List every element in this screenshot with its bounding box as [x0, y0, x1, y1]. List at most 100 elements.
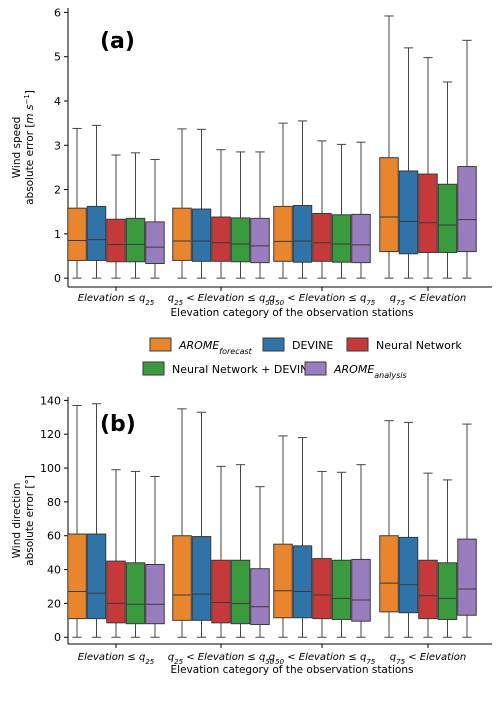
box-3-2	[211, 149, 231, 279]
box-iqr	[211, 216, 231, 262]
legend: AROMEforecast DEVINE Neural Network Neural …	[142, 337, 462, 380]
box-iqr	[191, 208, 212, 262]
box-2-3	[292, 120, 313, 279]
y-tick-label: 120	[40, 428, 61, 441]
box-5-1	[145, 158, 165, 279]
y-tick-label: 3	[54, 139, 61, 152]
box-iqr	[86, 205, 107, 261]
box-iqr	[67, 533, 87, 620]
legend-swatch	[149, 337, 172, 352]
box-iqr	[145, 221, 165, 265]
box-iqr	[418, 173, 438, 253]
y-axis-label: Wind speedabsolute error [m s−1]	[11, 90, 36, 205]
y-tick-label: 100	[40, 462, 61, 475]
box-3-4	[418, 57, 438, 279]
box-iqr	[211, 559, 231, 624]
x-tick-label: q25 < Elevation ≤ q50	[168, 293, 275, 307]
box-2-1	[86, 403, 107, 638]
box-iqr	[312, 212, 332, 262]
box-iqr	[351, 558, 371, 622]
legend-item-1: AROMEforecast	[149, 337, 253, 356]
y-tick-label: 140	[40, 394, 61, 407]
box-iqr	[437, 183, 458, 253]
x-tick-label: Elevation ≤ q25	[78, 652, 155, 666]
x-tick-label: q50 < Elevation ≤ q75	[269, 652, 376, 666]
x-tick-label: Elevation ≤ q25	[78, 293, 155, 307]
legend-swatch	[304, 361, 327, 376]
box-iqr	[379, 535, 399, 613]
y-tick-label: 2	[54, 184, 61, 197]
legend-label: Neural Network	[376, 339, 462, 352]
box-4-2	[230, 151, 251, 279]
box-iqr	[67, 207, 87, 261]
box-2-4	[398, 47, 419, 279]
box-iqr	[250, 217, 270, 264]
legend-swatch	[142, 361, 165, 376]
y-tick-label: 20	[47, 597, 61, 610]
box-3-2	[211, 465, 231, 638]
box-3-3	[312, 470, 332, 638]
box-iqr	[273, 205, 293, 262]
box-iqr	[250, 568, 270, 626]
box-iqr	[125, 562, 146, 625]
box-iqr	[292, 545, 313, 619]
box-iqr	[292, 205, 313, 263]
y-tick-label: 6	[54, 6, 61, 19]
box-4-4	[437, 479, 458, 638]
box-4-3	[331, 471, 352, 638]
box-iqr	[457, 166, 477, 253]
box-iqr	[351, 213, 371, 264]
box-4-4	[437, 81, 458, 279]
box-5-4	[457, 423, 477, 638]
box-iqr	[125, 217, 146, 263]
box-1-4	[379, 15, 399, 279]
box-2-3	[292, 437, 313, 638]
box-iqr	[106, 218, 126, 263]
box-iqr	[437, 562, 458, 620]
panel-label: (b)	[100, 412, 136, 437]
box-iqr	[312, 558, 332, 620]
legend-item-2: DEVINE	[262, 337, 333, 352]
box-iqr	[398, 170, 419, 255]
box-1-2	[172, 128, 192, 279]
box-1-2	[172, 408, 192, 638]
box-1-1	[67, 404, 87, 638]
box-iqr	[191, 536, 212, 621]
box-2-2	[191, 128, 212, 279]
panel-a: 0 1 2 3 4 5 6 Wind speedabsolute error [m s−1] (…	[11, 6, 492, 319]
box-iqr	[86, 533, 107, 620]
legend-item-5: AROMEanalysis	[304, 361, 407, 380]
y-tick-label: 60	[47, 530, 61, 543]
legend-item-3: Neural Network	[346, 337, 462, 352]
box-3-4	[418, 472, 438, 638]
box-3-1	[106, 469, 126, 638]
x-tick-label: q25 < Elevation ≤ q50	[168, 652, 275, 666]
box-iqr	[379, 157, 399, 253]
box-iqr	[398, 536, 419, 614]
x-tick-label: q75 < Elevation	[390, 293, 466, 307]
y-tick-label: 0	[54, 631, 61, 644]
box-2-1	[86, 124, 107, 279]
box-5-3	[351, 141, 371, 279]
y-axis-label: Wind directionabsolute error [°]	[11, 475, 36, 566]
box-1-3	[273, 122, 293, 279]
y-tick-label: 80	[47, 496, 61, 509]
box-iqr	[418, 559, 438, 620]
x-tick-label: q75 < Elevation	[390, 652, 466, 666]
box-4-1	[125, 152, 146, 279]
box-5-3	[351, 464, 371, 638]
y-tick-label: 1	[54, 228, 61, 241]
box-1-3	[273, 435, 293, 638]
x-axis-label: Elevation category of the observation st…	[171, 307, 414, 319]
box-iqr	[457, 538, 477, 616]
box-iqr	[230, 217, 251, 263]
legend-swatch	[262, 337, 285, 352]
x-axis-label: Elevation category of the observation st…	[171, 664, 414, 676]
box-iqr	[172, 535, 192, 621]
legend-label: AROMEforecast	[178, 339, 253, 356]
box-5-2	[250, 151, 270, 279]
box-4-3	[331, 143, 352, 279]
y-tick-label: 5	[54, 51, 61, 64]
box-2-2	[191, 411, 212, 638]
x-tick-label: q50 < Elevation ≤ q75	[269, 293, 376, 307]
